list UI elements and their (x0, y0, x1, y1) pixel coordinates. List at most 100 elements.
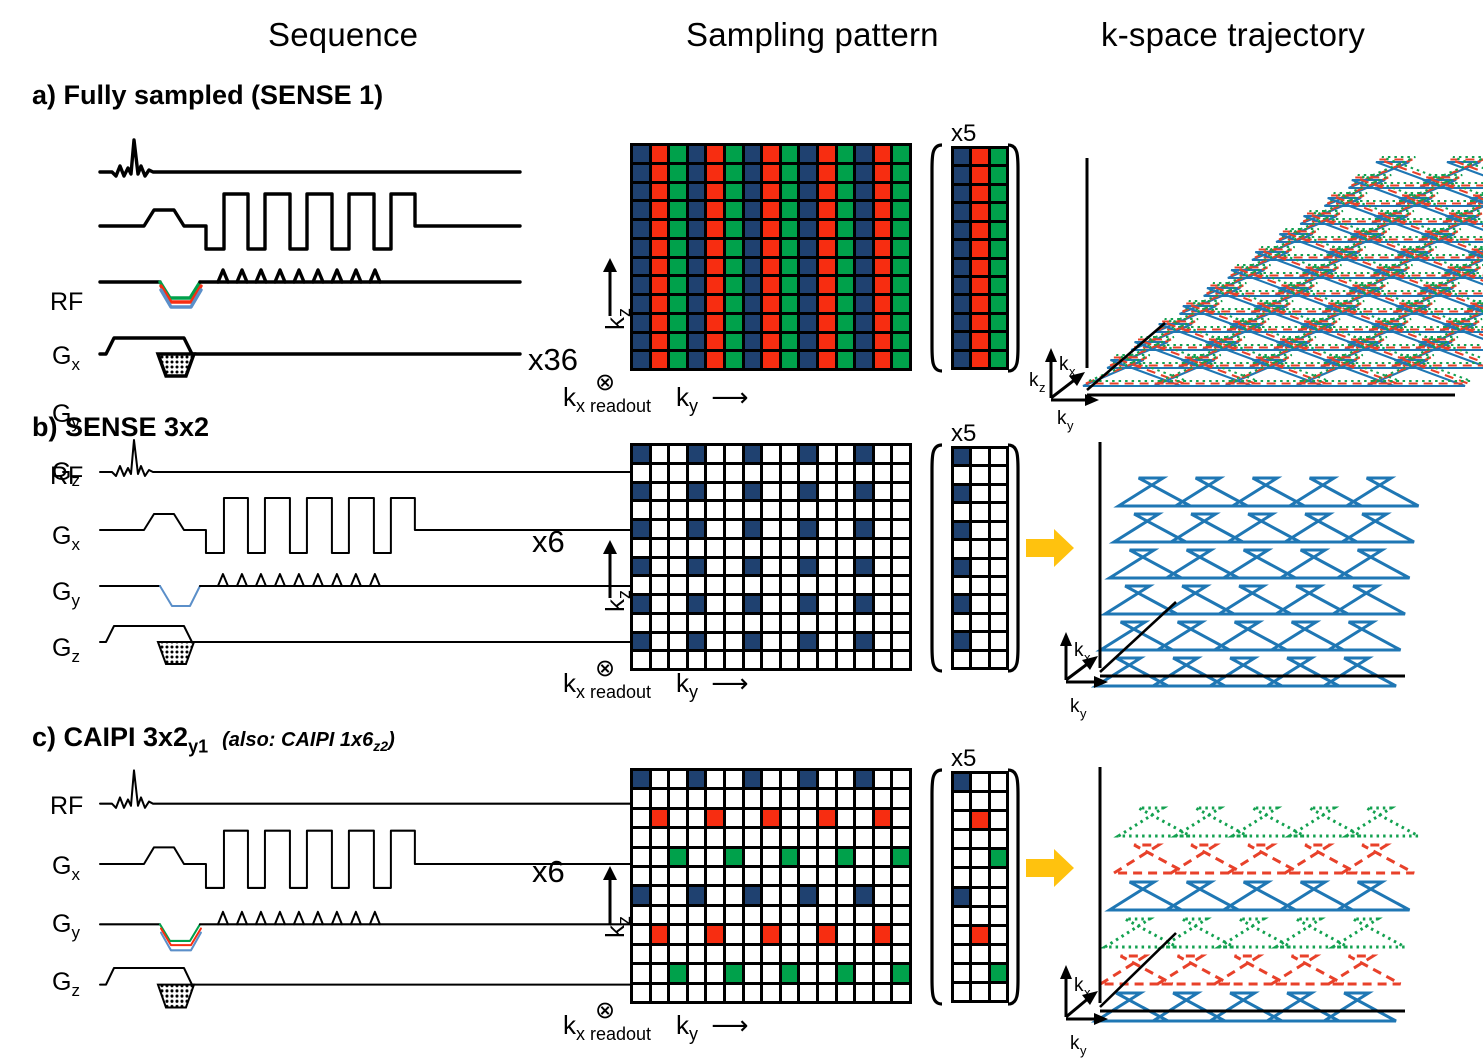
sampling-cell (874, 221, 891, 237)
sampling-cell (670, 539, 686, 556)
sampling-cell (726, 633, 742, 650)
sampling-inset-cell (990, 596, 1006, 612)
sampling-cell (893, 483, 909, 500)
sampling-cell (893, 926, 909, 943)
trajectory-blade (1227, 806, 1306, 838)
sampling-cell (874, 926, 891, 943)
trajectory-blade (1257, 227, 1357, 257)
trajectory-blade (1323, 620, 1402, 652)
sampling-cell (744, 926, 761, 943)
sampling-cell (856, 926, 872, 943)
trajectory-blade (1302, 194, 1402, 223)
sampling-cell (726, 521, 742, 537)
trajectory-blade (1112, 335, 1212, 365)
trajectory-blade (1323, 954, 1402, 986)
sampling-cell (651, 868, 668, 885)
trajectory-blade (1099, 584, 1178, 616)
trajectory-blade (1133, 320, 1233, 349)
sampling-cell (688, 771, 705, 788)
sampling-inset-cell (972, 983, 988, 1000)
trajectory-blade (1266, 620, 1345, 652)
sampling-inset-cell (972, 185, 988, 202)
svg-text:x: x (1084, 985, 1091, 1000)
sampling-cell (856, 277, 872, 293)
sampling-cell (837, 633, 854, 650)
sampling-cell (707, 464, 723, 481)
sampling-cell (800, 906, 816, 924)
sampling-cell (688, 296, 705, 312)
trajectory-blade (1165, 843, 1244, 875)
sampling-cell (763, 652, 779, 668)
sampling-cell (670, 502, 686, 518)
trajectory-blade (1218, 880, 1297, 912)
sampling-cell (670, 633, 686, 650)
kz-axis-arrow-a (603, 258, 617, 316)
sampling-cell (651, 446, 668, 462)
sampling-cell (800, 539, 816, 556)
sampling-cell (819, 771, 835, 788)
sampling-cell (893, 887, 909, 904)
sampling-cell (781, 596, 798, 612)
sampling-cell (651, 809, 668, 827)
svg-text:y: y (1067, 418, 1074, 433)
sampling-cell (726, 277, 742, 293)
sampling-inset-cell (990, 241, 1006, 257)
sampling-inset-cell (972, 522, 988, 539)
sampling-cell (856, 558, 872, 575)
sampling-cell (874, 809, 891, 827)
sampling-inset-cell (954, 467, 970, 483)
sampling-inset-cell (990, 185, 1006, 202)
trajectory-blade (1253, 284, 1352, 313)
sampling-cell (837, 164, 854, 181)
sampling-cell (688, 926, 705, 943)
sampling-cell (651, 848, 668, 866)
trajectory-blade (1090, 656, 1169, 688)
sampling-cell (781, 483, 798, 500)
ky-arrow-b: ⟶ (711, 668, 749, 698)
sampling-cell (651, 352, 668, 368)
sampling-cell (856, 521, 872, 537)
sampling-cell (726, 926, 742, 943)
sampling-inset-cell (954, 793, 970, 810)
sampling-cell (744, 887, 761, 904)
sampling-cell (781, 577, 798, 593)
sampling-cell (670, 614, 686, 631)
sampling-cell (763, 965, 779, 982)
trajectory-blade (1209, 620, 1288, 652)
sampling-cell (874, 848, 891, 866)
sampling-cell (651, 887, 668, 904)
trajectory-blade (1318, 656, 1397, 688)
sampling-cell (763, 945, 779, 963)
sampling-cell (688, 577, 705, 593)
sampling-cell (688, 258, 705, 275)
repeat-count-b: x6 (532, 524, 565, 559)
sampling-cell (893, 984, 909, 1001)
trajectory-blade (1204, 656, 1283, 688)
sampling-cell (800, 809, 816, 827)
trajectory-blade (1278, 317, 1378, 347)
sampling-cell (819, 868, 835, 885)
rf-waveform-a (98, 138, 522, 178)
sampling-cell (856, 464, 872, 481)
sampling-cell (763, 277, 779, 293)
sampling-cell (633, 771, 649, 788)
trajectory-blade (1301, 248, 1401, 277)
sampling-cell (744, 652, 761, 668)
sampling-cell (819, 164, 835, 181)
sampling-inset-cell (990, 793, 1006, 810)
sampling-inset-cell (954, 869, 970, 886)
sampling-inset-cell (990, 522, 1006, 539)
sampling-cell (837, 202, 854, 218)
channel-label-gx-a: Gx (52, 342, 80, 374)
sampling-cell (893, 614, 909, 631)
sampling-cell (837, 258, 854, 275)
sampling-inset-cell (954, 907, 970, 924)
svg-text:k: k (1074, 640, 1084, 661)
sampling-cell (744, 614, 761, 631)
sampling-cell (688, 464, 705, 481)
repeat-count-a: x36 (528, 342, 578, 377)
sampling-cell (763, 926, 779, 943)
trajectory-blade (1301, 353, 1401, 383)
sampling-inset-cell (972, 850, 988, 867)
sampling-cell (856, 614, 872, 631)
